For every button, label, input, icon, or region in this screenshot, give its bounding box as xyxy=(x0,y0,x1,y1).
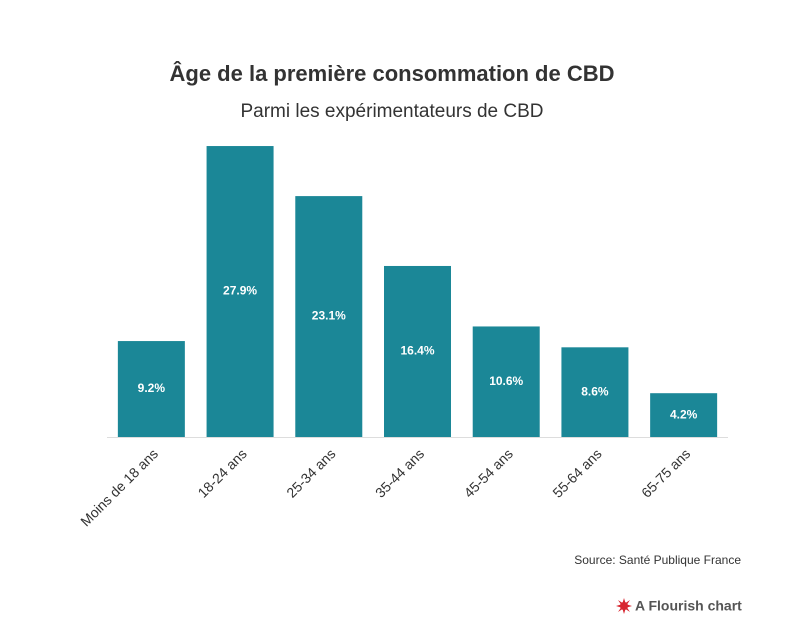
value-label: 23.1% xyxy=(312,309,346,323)
bar xyxy=(472,326,540,437)
value-label: 4.2% xyxy=(670,407,698,421)
x-tick-label: 25-34 ans xyxy=(283,445,338,500)
credit[interactable]: A Flourish chart xyxy=(635,598,742,614)
x-tick-label: 35-44 ans xyxy=(372,445,427,500)
bar xyxy=(384,265,451,437)
x-tick-label: 18-24 ans xyxy=(194,445,249,500)
value-label: 10.6% xyxy=(489,374,523,388)
x-tick-label: 65-75 ans xyxy=(638,445,693,500)
x-tick-label: 55-64 ans xyxy=(549,445,604,500)
source-note: Source: Santé Publique France xyxy=(574,553,741,567)
chart-subtitle: Parmi les expérimentateurs de CBD xyxy=(240,101,543,122)
chart-title: Âge de la première consommation de CBD xyxy=(170,61,615,86)
value-label: 27.9% xyxy=(223,284,257,298)
value-label: 8.6% xyxy=(581,384,609,398)
flourish-logo xyxy=(616,598,632,614)
value-label: 9.2% xyxy=(138,381,166,395)
bar xyxy=(561,347,629,437)
bar xyxy=(206,146,274,438)
bar xyxy=(295,196,363,437)
x-tick-label: 45-54 ans xyxy=(461,445,516,500)
x-tick-label: Moins de 18 ans xyxy=(77,445,161,529)
bar xyxy=(650,393,718,437)
value-label: 16.4% xyxy=(400,344,434,358)
bar xyxy=(117,341,185,437)
